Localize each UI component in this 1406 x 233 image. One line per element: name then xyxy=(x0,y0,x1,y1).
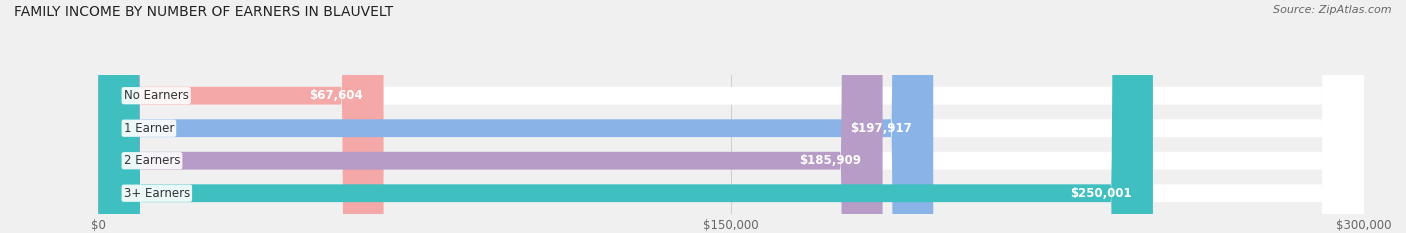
FancyBboxPatch shape xyxy=(98,0,384,233)
Text: $250,001: $250,001 xyxy=(1070,187,1132,200)
Text: Source: ZipAtlas.com: Source: ZipAtlas.com xyxy=(1274,5,1392,15)
Text: $197,917: $197,917 xyxy=(851,122,912,135)
Text: 3+ Earners: 3+ Earners xyxy=(124,187,190,200)
FancyBboxPatch shape xyxy=(98,0,883,233)
FancyBboxPatch shape xyxy=(98,0,1153,233)
FancyBboxPatch shape xyxy=(98,0,1364,233)
FancyBboxPatch shape xyxy=(98,0,1364,233)
Text: $185,909: $185,909 xyxy=(800,154,862,167)
Text: 2 Earners: 2 Earners xyxy=(124,154,180,167)
FancyBboxPatch shape xyxy=(98,0,1364,233)
Text: $67,604: $67,604 xyxy=(309,89,363,102)
Text: FAMILY INCOME BY NUMBER OF EARNERS IN BLAUVELT: FAMILY INCOME BY NUMBER OF EARNERS IN BL… xyxy=(14,5,394,19)
Text: 1 Earner: 1 Earner xyxy=(124,122,174,135)
Text: No Earners: No Earners xyxy=(124,89,188,102)
FancyBboxPatch shape xyxy=(98,0,1364,233)
FancyBboxPatch shape xyxy=(98,0,934,233)
